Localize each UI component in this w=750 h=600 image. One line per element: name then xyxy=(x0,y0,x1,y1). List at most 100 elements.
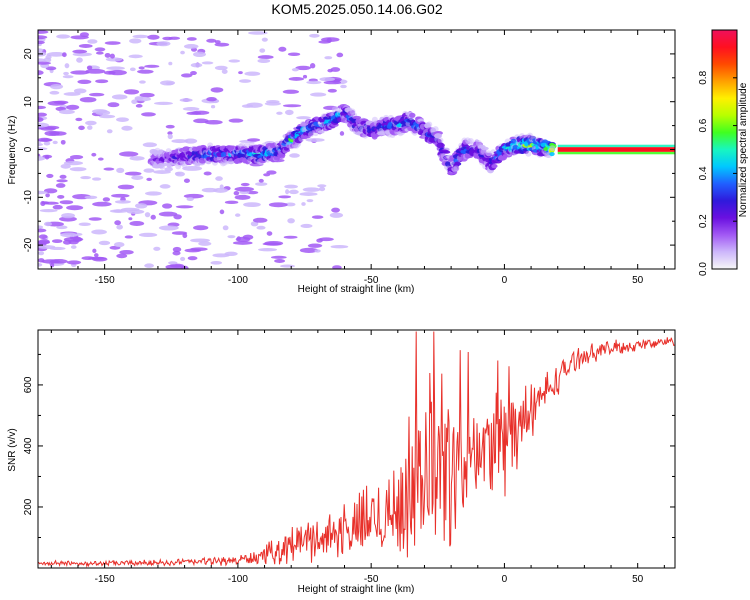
heatmap-cell xyxy=(219,209,225,215)
heatmap-cell xyxy=(98,114,116,119)
heatmap-cell xyxy=(278,195,292,199)
heatmap-cell xyxy=(38,58,46,63)
heatmap-cell xyxy=(129,38,142,44)
heatmap-cell xyxy=(485,150,492,157)
heatmap-cell xyxy=(331,207,340,213)
heatmap-carrier-line xyxy=(557,147,675,152)
heatmap-cell xyxy=(58,216,77,222)
heatmap-cell xyxy=(69,154,84,160)
heatmap-cell xyxy=(87,125,93,130)
heatmap-cell xyxy=(454,161,461,166)
heatmap-cell xyxy=(182,107,200,111)
heatmap-cell xyxy=(80,175,92,180)
heatmap-cell xyxy=(299,192,318,196)
heatmap-cell xyxy=(432,126,439,133)
heatmap-cell xyxy=(91,229,107,235)
colorbar-tick-label: 0.6 xyxy=(698,118,709,132)
colorbar-ticks: 0.0 0.2 0.4 0.6 0.8 xyxy=(698,70,737,276)
spectrogram-x-label: Height of straight line (km) xyxy=(298,284,415,295)
heatmap-cell xyxy=(277,153,286,158)
heatmap-cell xyxy=(282,104,302,108)
heatmap-cell xyxy=(256,225,266,230)
heatmap-cell xyxy=(158,211,178,217)
heatmap-cell xyxy=(300,223,313,228)
heatmap-cell xyxy=(175,171,185,177)
heatmap-cell xyxy=(86,65,93,71)
heatmap-cell xyxy=(299,247,319,253)
heatmap-cell xyxy=(118,151,139,157)
heatmap-cell xyxy=(73,88,87,94)
heatmap-cell xyxy=(138,66,145,70)
heatmap-cell xyxy=(280,264,295,268)
heatmap-cell xyxy=(135,104,143,108)
heatmap-cell xyxy=(132,34,149,39)
heatmap-cell xyxy=(240,182,250,187)
heatmap-cell xyxy=(257,58,271,64)
heatmap-cell xyxy=(63,92,81,96)
heatmap-cell xyxy=(68,239,79,245)
heatmap-cell xyxy=(549,151,555,157)
heatmap-cell xyxy=(124,235,134,239)
heatmap-cell xyxy=(282,89,300,94)
heatmap-cell xyxy=(168,261,178,265)
heatmap-cell xyxy=(317,184,327,188)
heatmap-cell xyxy=(47,100,66,106)
snr-x-label: Height of straight line (km) xyxy=(298,584,415,595)
heatmap-cell xyxy=(340,84,347,89)
heatmap-cell xyxy=(295,65,312,71)
heatmap-cell xyxy=(165,81,175,86)
heatmap-cell xyxy=(91,152,97,157)
heatmap-cell xyxy=(305,138,325,142)
heatmap-cell xyxy=(120,207,140,212)
heatmap-cell xyxy=(38,35,48,40)
heatmap-cell xyxy=(38,70,44,76)
heatmap-cell xyxy=(43,125,60,130)
heatmap-cell xyxy=(278,46,287,52)
heatmap-cell xyxy=(38,105,46,110)
heatmap-cell xyxy=(233,190,240,196)
spectrogram-y-label: Frequency (Hz) xyxy=(7,116,18,185)
heatmap-cell xyxy=(139,80,146,84)
heatmap-cell xyxy=(318,40,331,44)
heatmap-cell xyxy=(299,121,306,128)
heatmap-cell xyxy=(248,31,268,35)
heatmap-cell xyxy=(232,241,253,245)
heatmap-cell xyxy=(137,69,154,74)
heatmap-cell xyxy=(167,133,173,140)
heatmap-cell xyxy=(439,149,449,153)
heatmap-cell xyxy=(38,112,48,117)
heatmap-cell xyxy=(104,52,111,58)
heatmap-cell xyxy=(172,250,181,256)
heatmap-carrier-edge xyxy=(557,144,675,148)
heatmap-cell xyxy=(301,202,306,206)
colorbar-tick-label: 0.8 xyxy=(698,70,709,84)
heatmap-cell xyxy=(96,51,104,55)
heatmap-cell xyxy=(238,71,243,75)
heatmap-cell xyxy=(56,225,68,230)
heatmap-cell xyxy=(141,112,156,117)
heatmap-cell xyxy=(66,260,82,265)
heatmap-cell xyxy=(214,65,228,71)
heatmap-cell xyxy=(103,167,115,171)
heatmap-cell xyxy=(257,247,278,252)
heatmap-cell xyxy=(184,138,198,144)
heatmap-cell xyxy=(84,195,98,200)
heatmap-cell xyxy=(263,173,271,177)
heatmap-cell xyxy=(220,151,227,158)
heatmap-cell xyxy=(239,79,252,83)
heatmap-cell xyxy=(46,173,54,178)
heatmap-cell xyxy=(108,69,127,76)
heatmap-cell xyxy=(41,259,61,264)
heatmap-cell xyxy=(235,213,241,217)
heatmap-cell xyxy=(49,90,60,95)
heatmap-cell xyxy=(336,52,344,58)
heatmap-cell xyxy=(116,167,125,174)
colorbar-tick-label: 0.4 xyxy=(698,166,709,180)
heatmap-cell xyxy=(150,214,156,220)
heatmap-cell xyxy=(193,51,206,58)
snr-x-axis: -150 -100 -50 0 50 xyxy=(50,330,665,585)
heatmap-cell xyxy=(38,30,49,34)
heatmap-cell xyxy=(255,182,268,186)
heatmap-cell xyxy=(228,118,244,123)
